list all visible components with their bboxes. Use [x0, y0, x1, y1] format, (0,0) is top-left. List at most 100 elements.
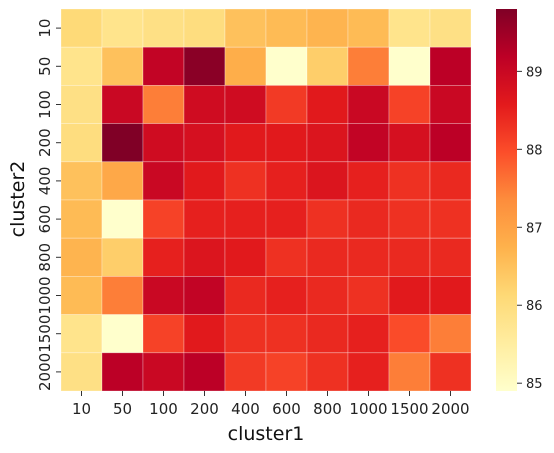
heatmap-cell-2000-2000	[429, 352, 472, 392]
heatmap-cell-50-600	[265, 46, 308, 86]
heatmap-cell-800-600	[265, 237, 308, 277]
heatmap-cell-100-2000	[429, 85, 472, 125]
heatmap-cell-10-2000	[429, 8, 472, 48]
heatmap-cell-400-1500	[388, 161, 431, 201]
heatmap-cell-800-1000	[347, 237, 390, 277]
heatmap-cell-200-600	[265, 123, 308, 163]
heatmap-cell-1500-2000	[429, 314, 472, 354]
heatmap-cell-600-400	[224, 199, 267, 239]
heatmap-cell-50-200	[183, 46, 226, 86]
y-tick-label: 10	[36, 19, 54, 38]
heatmap-cell-1500-800	[306, 314, 349, 354]
heatmap-cell-2000-1500	[388, 352, 431, 392]
heatmap-cell-200-400	[224, 123, 267, 163]
heatmap-cell-2000-800	[306, 352, 349, 392]
heatmap-cell-600-200	[183, 199, 226, 239]
heatmap-cell-400-100	[142, 161, 185, 201]
x-tick-label: 400	[231, 400, 260, 418]
y-tick-label: 100	[36, 90, 54, 119]
heatmap-cell-1000-1500	[388, 275, 431, 315]
heatmap-cell-200-800	[306, 123, 349, 163]
x-tick-label: 800	[313, 400, 342, 418]
heatmap-cell-600-1000	[347, 199, 390, 239]
heatmap-cell-800-200	[183, 237, 226, 277]
heatmap-cell-50-800	[306, 46, 349, 86]
heatmap-cell-400-200	[183, 161, 226, 201]
heatmap-cell-50-400	[224, 46, 267, 86]
x-tick-label: 1000	[349, 400, 387, 418]
heatmap-cell-200-2000	[429, 123, 472, 163]
heatmap-cell-600-50	[101, 199, 144, 239]
y-tick-label: 50	[36, 57, 54, 76]
heatmap-cell-100-400	[224, 85, 267, 125]
colorbar-ticks: 85 86 87 88 89	[517, 65, 543, 392]
heatmap-cell-400-2000	[429, 161, 472, 201]
heatmap-cell-10-200	[183, 8, 226, 48]
y-tick-label: 600	[36, 205, 54, 234]
heatmap-cell-400-800	[306, 161, 349, 201]
heatmap-cell-1000-400	[224, 275, 267, 315]
heatmap-cell-2000-600	[265, 352, 308, 392]
heatmap-cell-100-50	[101, 85, 144, 125]
heatmap-cell-2000-10	[60, 352, 103, 392]
y-tick-label: 1500	[36, 315, 54, 353]
heatmap-cell-1500-100	[142, 314, 185, 354]
x-axis-label: cluster1	[228, 423, 305, 445]
heatmap-cell-800-10	[60, 237, 103, 277]
heatmap-cell-1000-600	[265, 275, 308, 315]
y-tick-label: 2000	[36, 353, 54, 391]
heatmap-cell-10-800	[306, 8, 349, 48]
heatmap-cell-800-100	[142, 237, 185, 277]
heatmap-cell-400-10	[60, 161, 103, 201]
heatmap-cell-1000-200	[183, 275, 226, 315]
heatmap-cells	[60, 8, 472, 392]
heatmap-cell-10-100	[142, 8, 185, 48]
heatmap-cell-2000-1000	[347, 352, 390, 392]
heatmap-cell-400-1000	[347, 161, 390, 201]
heatmap-cell-100-800	[306, 85, 349, 125]
heatmap-cell-2000-400	[224, 352, 267, 392]
y-axis-label: cluster2	[7, 161, 29, 238]
heatmap-cell-100-100	[142, 85, 185, 125]
heatmap-cell-800-800	[306, 237, 349, 277]
heatmap-cell-600-100	[142, 199, 185, 239]
heatmap-cell-1500-10	[60, 314, 103, 354]
heatmap-cell-1500-600	[265, 314, 308, 354]
heatmap-cell-200-10	[60, 123, 103, 163]
heatmap-cell-600-10	[60, 199, 103, 239]
colorbar	[496, 9, 517, 391]
heatmap-cell-800-50	[101, 237, 144, 277]
x-tick-label: 600	[272, 400, 301, 418]
heatmap-cell-400-400	[224, 161, 267, 201]
y-tick-label: 1000	[36, 276, 54, 314]
x-tick-label: 100	[149, 400, 178, 418]
heatmap-cell-50-100	[142, 46, 185, 86]
heatmap-cell-2000-100	[142, 352, 185, 392]
y-tick-label: 400	[36, 167, 54, 196]
colorbar-tick-label: 87	[526, 221, 543, 236]
heatmap-cell-100-1000	[347, 85, 390, 125]
heatmap-cell-50-2000	[429, 46, 472, 86]
heatmap-cell-1000-100	[142, 275, 185, 315]
heatmap-cell-600-800	[306, 199, 349, 239]
heatmap-cell-1500-200	[183, 314, 226, 354]
y-tick-label: 800	[36, 243, 54, 272]
heatmap-cell-800-400	[224, 237, 267, 277]
heatmap-cell-2000-200	[183, 352, 226, 392]
heatmap-cell-50-10	[60, 46, 103, 86]
heatmap-cell-200-100	[142, 123, 185, 163]
y-tick-label: 200	[36, 128, 54, 157]
heatmap-cell-800-1500	[388, 237, 431, 277]
heatmap-cell-1500-1500	[388, 314, 431, 354]
heatmap-cell-10-50	[101, 8, 144, 48]
heatmap-cell-200-200	[183, 123, 226, 163]
heatmap-cell-100-10	[60, 85, 103, 125]
colorbar-tick-label: 88	[526, 143, 543, 158]
heatmap-cell-600-600	[265, 199, 308, 239]
x-tick-label: 50	[113, 400, 132, 418]
heatmap-cell-10-1000	[347, 8, 390, 48]
heatmap-cell-100-200	[183, 85, 226, 125]
heatmap-cell-600-2000	[429, 199, 472, 239]
heatmap-cell-10-10	[60, 8, 103, 48]
